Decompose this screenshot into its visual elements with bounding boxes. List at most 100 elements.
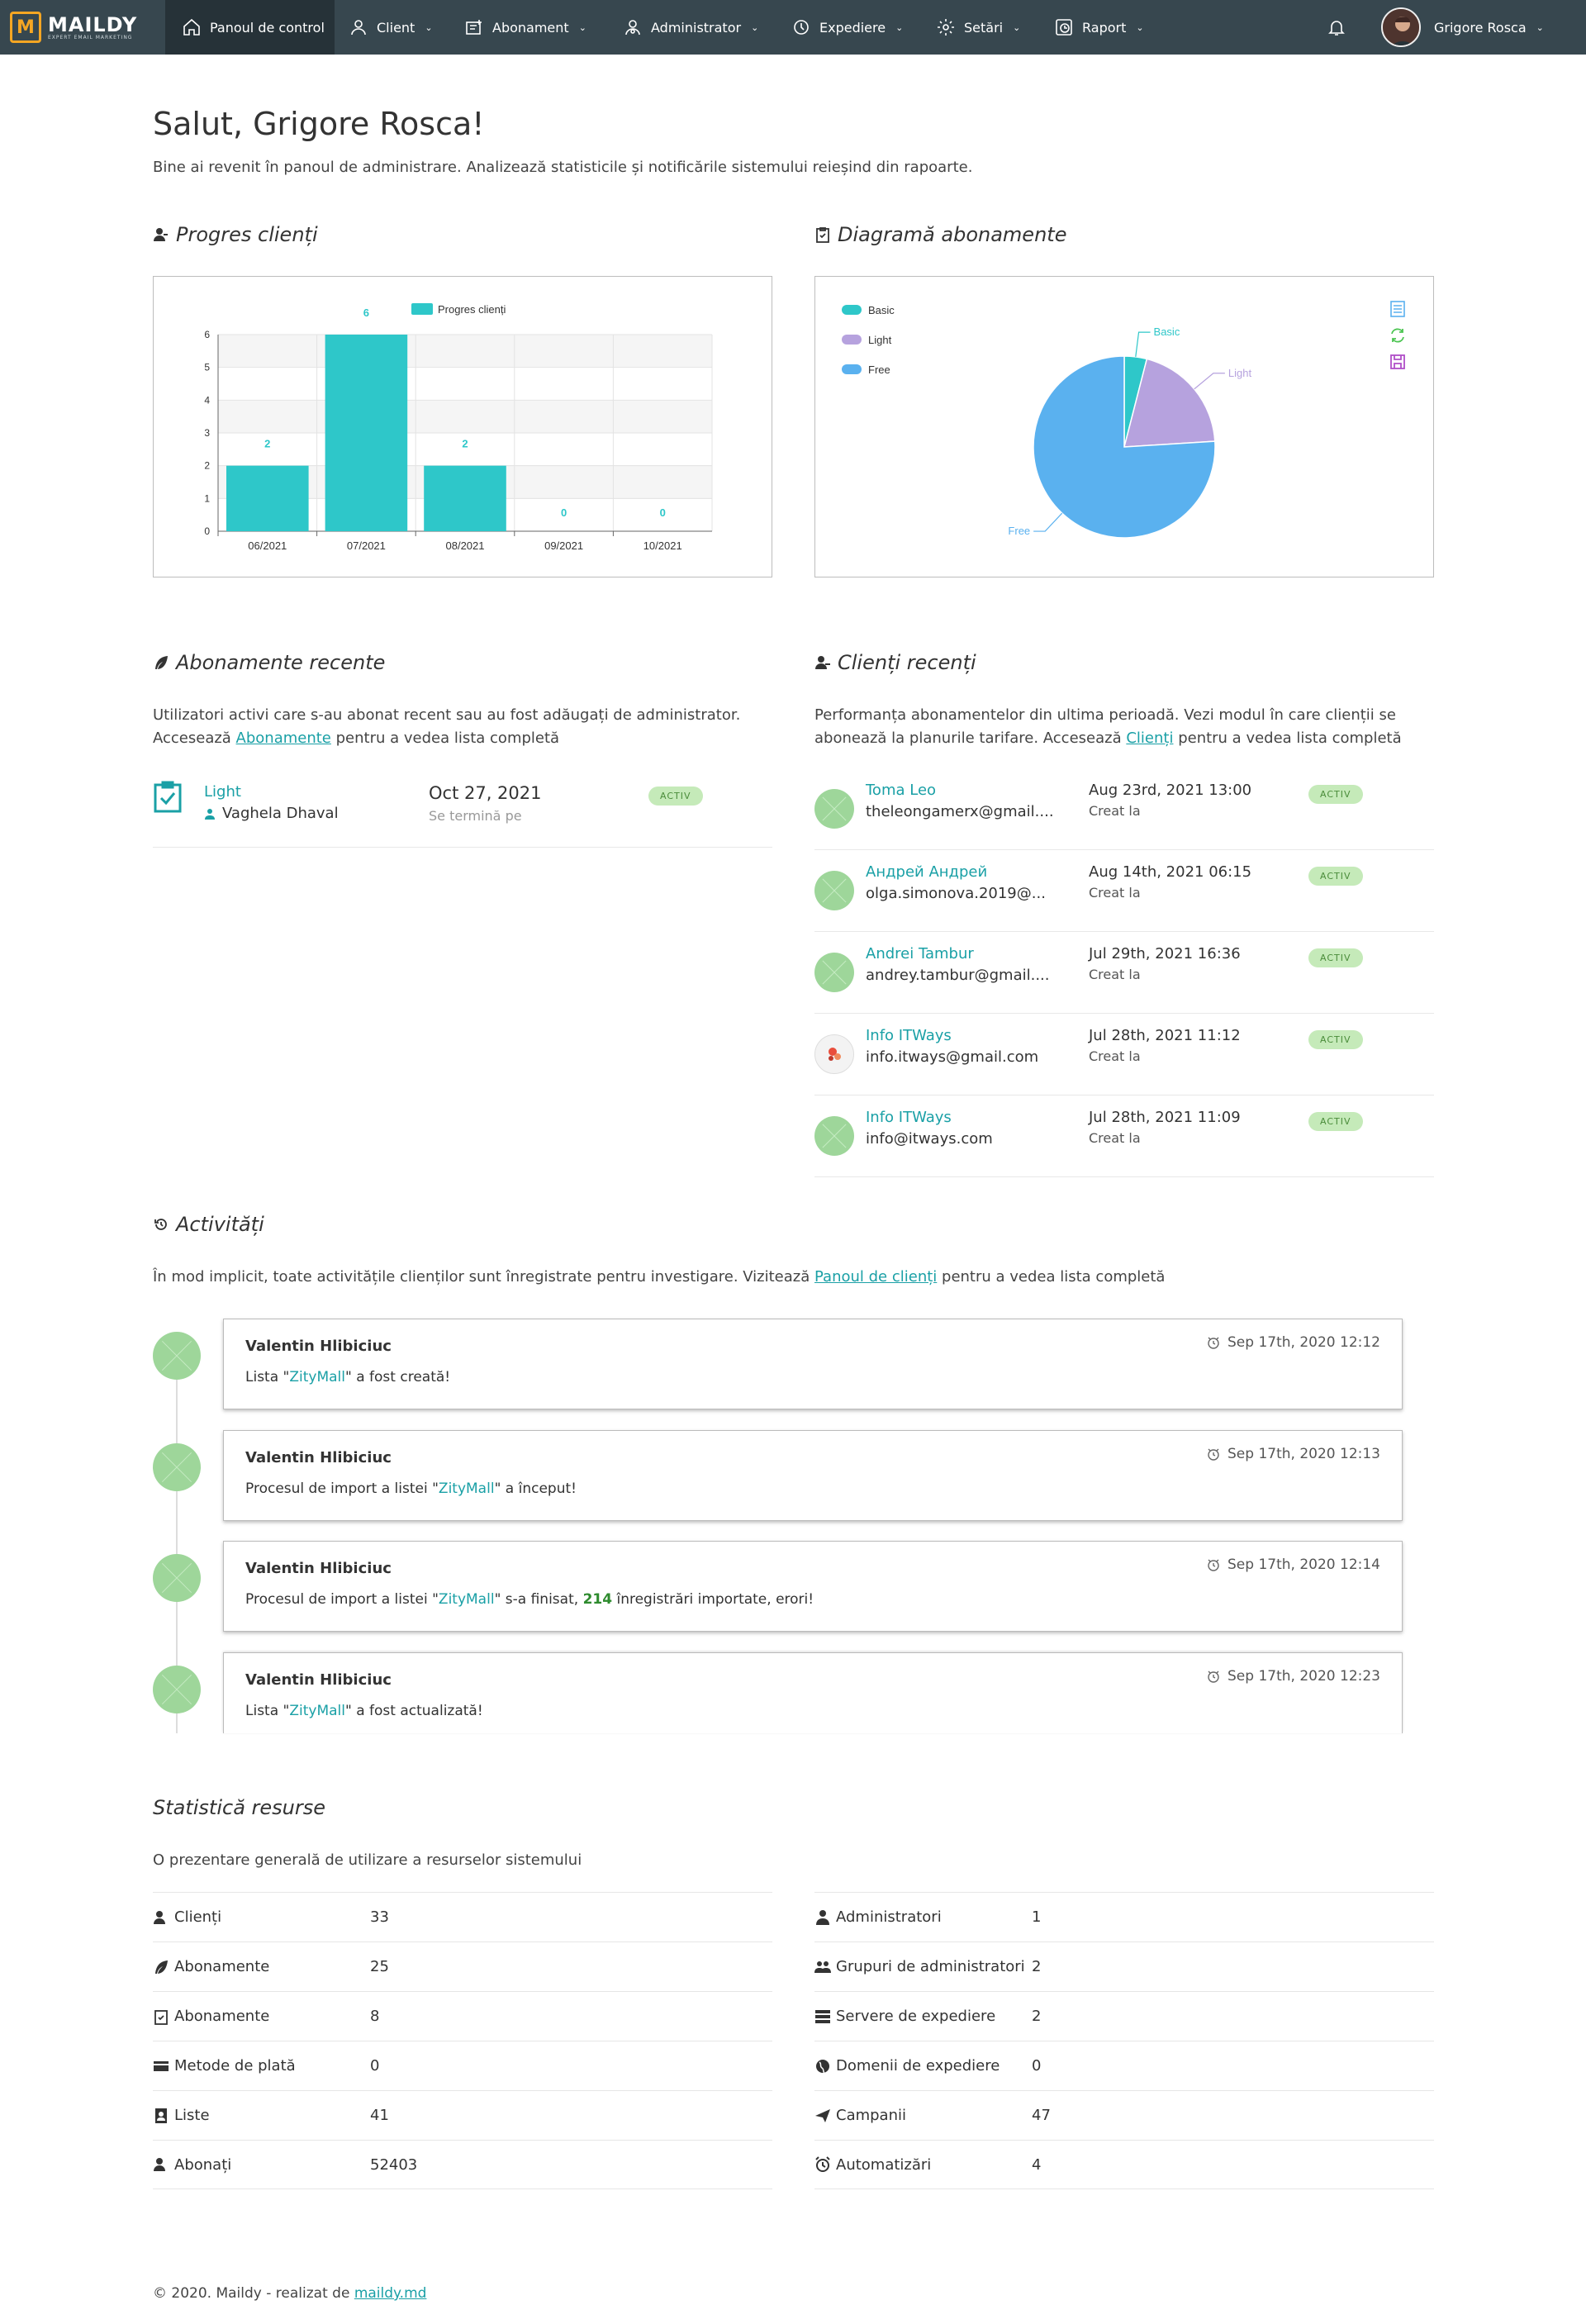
nav-dashboard[interactable]: Panoul de control [165, 0, 335, 55]
clipboard-check-icon [154, 781, 182, 813]
nav-settings[interactable]: Setări ⌄ [936, 0, 1020, 55]
recent-clients-desc-pre: abonează la planurile tarifare. Acceseaz… [814, 730, 1127, 747]
client-name[interactable]: Info ITWays [866, 1109, 952, 1126]
recent-subs-desc-post: pentru a vedea lista completă [330, 730, 560, 747]
pie-slice-label: Free [1008, 525, 1030, 537]
y-tick-label: 2 [204, 460, 210, 472]
client-created-label: Creat la [1089, 1130, 1141, 1146]
users-icon [154, 2158, 165, 2171]
footer-link[interactable]: maildy.md [354, 2285, 427, 2302]
activity-user: Valentin Hlibiciuc [245, 1560, 392, 1577]
resource-row: Abonamente 25 [153, 1941, 772, 1991]
client-row[interactable]: Андрей Андрей olga.simonova.2019@... Aug… [814, 850, 1434, 932]
client-email: andrey.tambur@gmail.... [866, 967, 1050, 984]
activities-heading: Activități [153, 1213, 264, 1236]
user-icon [351, 20, 366, 36]
legend-swatch [842, 305, 862, 315]
client-name[interactable]: Toma Leo [866, 782, 937, 799]
recent-subs-description: Utilizatori activi care s-au abonat rece… [153, 704, 781, 750]
resource-row: Metode de plată 0 [153, 2041, 772, 2090]
activity-card[interactable]: Valentin Hlibiciuc Sep 17th, 2020 12:13 … [223, 1430, 1403, 1521]
user-avatar[interactable] [1381, 7, 1421, 47]
resource-label: Liste [174, 2107, 210, 2124]
nav-sending[interactable]: Expediere ⌄ [791, 0, 903, 55]
users-icon [154, 1910, 165, 1924]
save-image-icon[interactable] [1389, 353, 1407, 371]
home-icon [183, 18, 200, 36]
list-name-highlight[interactable]: ZityMall [289, 1369, 345, 1385]
group-icon [814, 1960, 831, 1973]
legend-label: Free [868, 364, 890, 376]
nav-report[interactable]: Raport ⌄ [1054, 0, 1144, 55]
globe-icon [816, 2059, 829, 2074]
grid-band [218, 400, 712, 433]
recent-sub-plan[interactable]: Light [204, 783, 241, 801]
list-name-highlight[interactable]: ZityMall [438, 1591, 495, 1608]
resources-description: O prezentare generală de utilizare a res… [153, 1851, 582, 1869]
client-email: info@itways.com [866, 1130, 993, 1148]
user-small-icon [205, 808, 215, 820]
activities-description: În mod implicit, toate activitățile clie… [153, 1266, 1425, 1289]
x-tick-label: 09/2021 [544, 539, 583, 552]
activity-card[interactable]: Valentin Hlibiciuc Sep 17th, 2020 12:14 … [223, 1541, 1403, 1632]
y-tick-label: 1 [204, 492, 210, 504]
client-name[interactable]: Andrei Tambur [866, 945, 974, 962]
activity-user: Valentin Hlibiciuc [245, 1338, 392, 1355]
alarm-icon [815, 2156, 830, 2172]
activity-card[interactable]: Valentin Hlibiciuc Sep 17th, 2020 12:23 … [223, 1652, 1403, 1733]
activity-avatar [153, 1666, 201, 1713]
client-row[interactable]: Info ITWays info.itways@gmail.com Jul 28… [814, 1014, 1434, 1095]
resource-label: Clienți [174, 1908, 222, 1926]
activity-avatar [153, 1332, 201, 1380]
activity-text: Procesul de import a listei "ZityMall" a… [245, 1480, 577, 1497]
bar-data-label: 0 [561, 506, 567, 519]
client-name[interactable]: Info ITWays [866, 1027, 952, 1044]
user-menu[interactable]: Grigore Rosca ⌄ [1434, 0, 1544, 55]
y-tick-label: 5 [204, 362, 210, 373]
contacts-icon [155, 2108, 167, 2123]
brand-logo[interactable]: M MAILDY EXPERT EMAIL MARKETING [10, 10, 137, 45]
client-name[interactable]: Андрей Андрей [866, 863, 988, 881]
notifications-button[interactable] [1327, 0, 1346, 55]
nav-subscription[interactable]: Abonament ⌄ [464, 0, 586, 55]
list-name-highlight[interactable]: ZityMall [438, 1480, 495, 1497]
nav-administrator[interactable]: Administrator ⌄ [623, 0, 758, 55]
client-row[interactable]: Info ITWays info@itways.com Jul 28th, 20… [814, 1095, 1434, 1177]
nav-administrator-label: Administrator [651, 19, 742, 36]
send-icon [815, 2108, 830, 2122]
chevron-down-icon: ⌄ [1013, 21, 1021, 33]
data-view-icon[interactable] [1389, 300, 1407, 318]
client-row[interactable]: Toma Leo theleongamerx@gmail.... Aug 23r… [814, 768, 1434, 850]
pie-slice [1033, 355, 1216, 539]
bar [325, 335, 408, 531]
nav-client[interactable]: Client ⌄ [349, 0, 433, 55]
resource-value: 41 [370, 2107, 389, 2124]
clients-link[interactable]: Clienți [1126, 730, 1174, 747]
resource-row: Grupuri de administratori 2 [814, 1941, 1434, 1991]
resource-row: Campanii 47 [814, 2090, 1434, 2140]
client-created-label: Creat la [1089, 1048, 1141, 1064]
resource-label: Automatizări [836, 2155, 932, 2174]
client-created-label: Creat la [1089, 967, 1141, 982]
recent-subs-desc-line1: Utilizatori activi care s-au abonat rece… [153, 706, 741, 724]
users-icon [154, 228, 168, 241]
activities-title: Activități [176, 1213, 264, 1236]
activity-date: Sep 17th, 2020 12:23 [1227, 1668, 1380, 1685]
activity-card[interactable]: Valentin Hlibiciuc Sep 17th, 2020 12:12 … [223, 1319, 1403, 1409]
alarm-icon [1208, 1337, 1219, 1349]
resource-row: Abonamente 8 [153, 1991, 772, 2041]
report-icon [1056, 19, 1072, 36]
subscriptions-link[interactable]: Abonamente [235, 730, 331, 747]
refresh-icon[interactable] [1389, 326, 1407, 345]
legend-label: Progres clienți [438, 303, 506, 316]
feather-icon [155, 656, 168, 669]
client-avatar [814, 1034, 854, 1074]
legend-label: Light [868, 334, 892, 346]
clients-panel-link[interactable]: Panoul de clienți [814, 1268, 938, 1286]
credit-card-icon [154, 2060, 169, 2071]
nav-report-label: Raport [1082, 19, 1127, 36]
client-row[interactable]: Andrei Tambur andrey.tambur@gmail.... Ju… [814, 932, 1434, 1014]
x-tick-label: 06/2021 [248, 539, 287, 552]
recent-sub-row[interactable]: Light Vaghela Dhaval Oct 27, 2021 Se ter… [153, 768, 772, 848]
list-name-highlight[interactable]: ZityMall [289, 1703, 345, 1719]
